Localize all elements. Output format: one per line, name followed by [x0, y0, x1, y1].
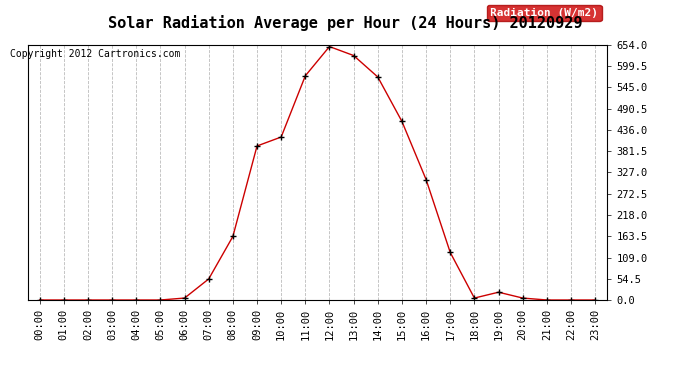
Text: Copyright 2012 Cartronics.com: Copyright 2012 Cartronics.com [10, 49, 181, 59]
Legend: Radiation (W/m2): Radiation (W/m2) [487, 4, 602, 21]
Text: Solar Radiation Average per Hour (24 Hours) 20120929: Solar Radiation Average per Hour (24 Hou… [108, 15, 582, 31]
